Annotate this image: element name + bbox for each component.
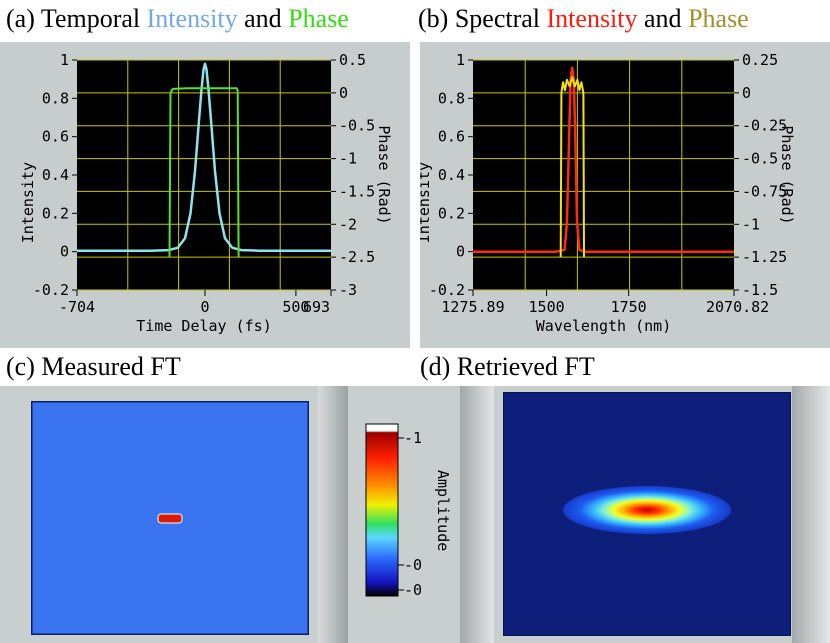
temporal-y2tick-label: -1 [339,150,357,168]
title-temporal-phase: Phase [288,4,349,33]
temporal-ylabel: Intensity [19,162,37,243]
spectral-y2tick-label: 0 [742,84,751,102]
temporal-ytick-label: 0.8 [42,89,69,107]
colorbar-label: Amplitude [434,470,452,551]
panel-gap [410,42,420,348]
title-spectral-intensity: Intensity [546,4,638,33]
spectral-xtick-label: 1500 [529,298,565,316]
bevel-far-right [792,386,830,643]
temporal-xtick-label: 500 [282,298,309,316]
temporal-y2tick-label: -1.5 [339,182,375,200]
spectral-series-intensity [473,66,734,253]
colorbar-gradient [365,423,399,597]
colorbar-tick-label-mid: -0 [404,556,422,574]
spectral-y2tick-label: -1 [742,215,760,233]
retrieved-ft-heatmap [503,392,791,636]
spectral-chart: -0.2 0 0.2 0.4 0.6 0.8 1 -1.5 -1.25 -1 -0.75 -0.5 -0… [420,51,796,335]
temporal-y2tick-label: -0.5 [339,117,375,135]
spectral-ytick-label: 0.4 [438,166,465,184]
title-temporal-prefix: (a) Temporal [6,4,147,33]
temporal-y2label: Phase (Rad) [375,125,393,224]
colorbar: -1 -0 -0 Amplitude [365,423,452,599]
spectral-ytick-label: 0.6 [438,128,465,146]
title-spectral: (b) Spectral Intensity and Phase [418,4,749,34]
temporal-ytick-label: 0 [60,243,69,261]
spectral-ytick-label: 1 [456,51,465,69]
temporal-ytick-label: 0.6 [42,128,69,146]
bevel-right [460,386,494,643]
spectral-y2label: Phase (Rad) [778,125,796,224]
spectral-ytick-label: 0.2 [438,204,465,222]
spectral-ytick-label: 0 [456,243,465,261]
spectral-ytick-label: 0.8 [438,89,465,107]
temporal-ytick-label: 1 [60,51,69,69]
bevel-left [318,386,348,643]
measured-ft-peak [157,513,183,524]
title-temporal-intensity: Intensity [146,4,238,33]
spectral-ylabel: Intensity [420,162,433,243]
title-spectral-prefix: (b) Spectral [418,4,547,33]
temporal-y2tick-label: -2.5 [339,248,375,266]
temporal-chart: -0.2 0 0.2 0.4 0.6 0.8 1 -3 -2.5 -2 -1.5 -1 -0.5 0 0.5… [19,51,393,335]
spectral-y2tick-label: -0.25 [742,117,787,135]
temporal-y2tick-label: 0 [339,84,348,102]
temporal-series-intensity [77,62,331,252]
temporal-xtick-label: 0 [200,298,209,316]
temporal-y2tick-label: -2 [339,215,357,233]
spectral-xlabel: Wavelength (nm) [536,317,671,335]
colorbar-ticks: -1 -0 -0 [398,429,422,599]
spectral-y2tick-label: 0.25 [742,51,778,69]
temporal-xlabel: Time Delay (fs) [136,317,271,335]
temporal-y2tick-label: -3 [339,281,357,299]
title-retrieved-ft: (d) Retrieved FT [420,352,595,381]
title-spectral-phase: Phase [688,4,749,33]
spectral-y2tick-label: -0.5 [742,150,778,168]
retrieved-ft-spot [563,486,731,534]
spectral-xtick-label: 1275.89 [441,298,504,316]
spectral-series-phase [559,76,585,258]
title-measured-ft: (c) Measured FT [6,352,181,381]
temporal-ytick-label: 0.2 [42,204,69,222]
colorbar-tick-label-bottom: -0 [404,581,422,599]
title-spectral-mid: and [637,4,689,33]
spectral-xtick-label: 2070.82 [706,298,769,316]
spectral-plot-area [473,60,734,290]
colorbar-tick-label-top: -1 [404,429,422,447]
spectral-y2tick-label: -1.25 [742,248,787,266]
spectral-xtick-label: 1750 [611,298,647,316]
title-temporal: (a) Temporal Intensity and Phase [6,4,349,34]
spectral-y2tick-label: -1.5 [742,281,778,299]
temporal-plot-area [77,60,331,290]
spectral-y2tick-label: -0.75 [742,182,787,200]
temporal-series-phase [168,87,240,258]
temporal-ytick-label: -0.2 [33,281,69,299]
spectral-ytick-label: -0.2 [429,281,465,299]
temporal-ytick-label: 0.4 [42,166,69,184]
temporal-y2tick-label: 0.5 [339,51,366,69]
temporal-xtick-label: 693 [303,298,330,316]
title-temporal-mid: and [237,4,289,33]
measured-ft-heatmap [31,401,309,635]
temporal-xtick-label: -704 [59,298,95,316]
